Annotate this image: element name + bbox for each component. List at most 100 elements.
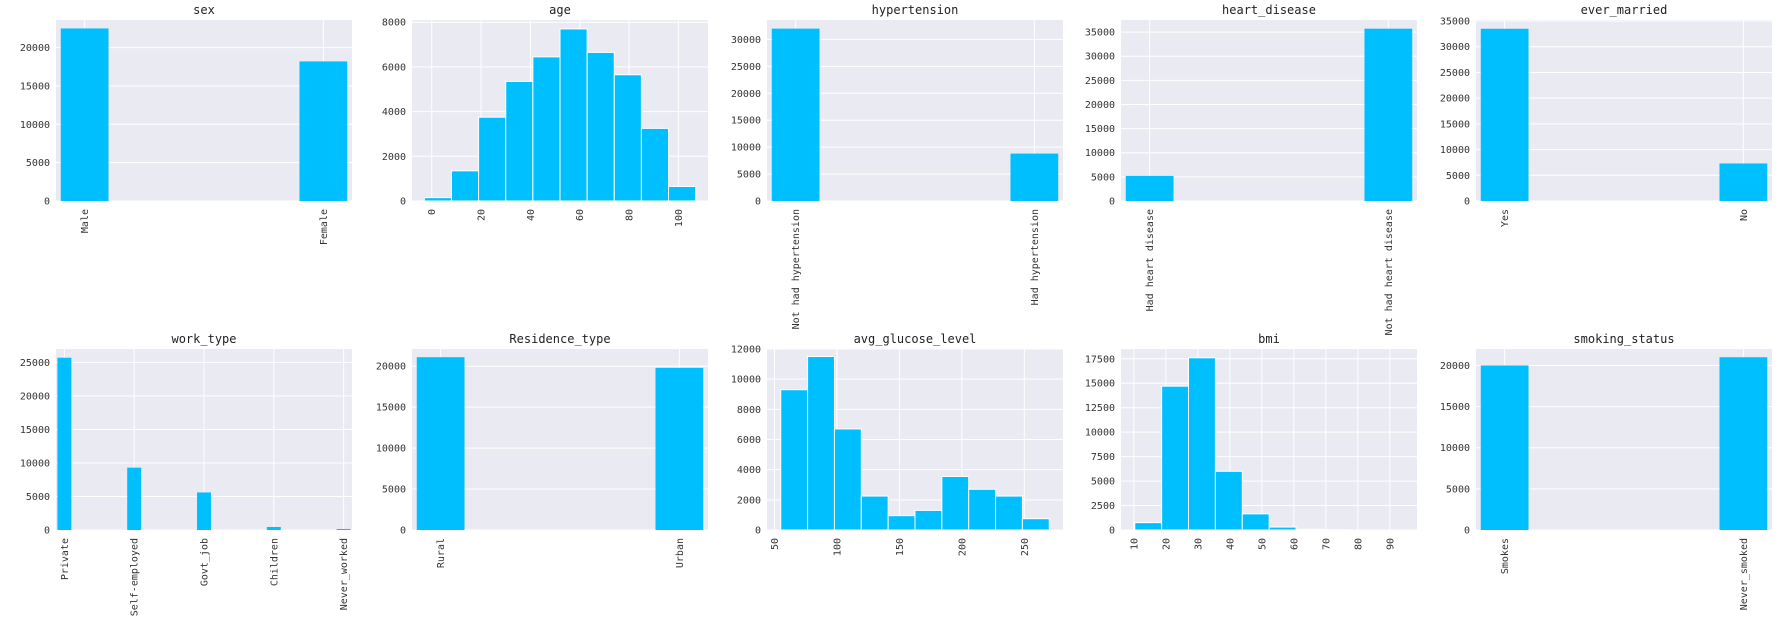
y-tick-label: 5000 [26, 158, 50, 169]
y-tick-label: 15000 [1085, 379, 1115, 390]
y-tick-label: 5000 [1446, 171, 1470, 182]
x-tick-label: 50 [1257, 538, 1268, 550]
y-tick-label: 0 [1109, 197, 1115, 208]
histogram-bar [1162, 386, 1189, 530]
x-tick-label: 20 [477, 209, 488, 221]
panel-ever-married: ever_married0500010000150002000025000300… [1440, 3, 1772, 227]
y-tick-label: 10000 [20, 458, 50, 469]
bar-female [299, 61, 347, 201]
y-tick-label: 10000 [20, 120, 50, 131]
y-tick-label: 15000 [376, 403, 406, 414]
x-tick-label: 60 [1289, 538, 1300, 550]
bar-not-had-heart-disease [1364, 29, 1412, 201]
x-tick-label: Self-employed [130, 538, 141, 616]
y-tick-label: 35000 [1440, 17, 1470, 28]
y-tick-label: 20000 [731, 89, 761, 100]
y-tick-label: 2000 [737, 495, 761, 506]
chart-title: smoking_status [1573, 332, 1674, 346]
x-tick-label: Male [80, 209, 91, 233]
x-tick-label: 100 [832, 538, 843, 556]
histogram-bar [1022, 519, 1049, 530]
bar-not-had-hypertension [772, 29, 820, 201]
histogram-bar [1135, 523, 1162, 530]
panel-smoking-status: smoking_status05000100001500020000Smokes… [1440, 332, 1772, 610]
histogram-bar [1296, 529, 1323, 530]
x-tick-label: 80 [625, 209, 636, 221]
x-tick-label: Yes [1500, 209, 1511, 227]
histogram-bar [451, 171, 478, 201]
y-tick-label: 20000 [1440, 94, 1470, 105]
x-tick-label: Had hypertension [1030, 209, 1041, 305]
y-tick-label: 6000 [382, 62, 406, 73]
chart-title: Residence_type [509, 332, 610, 346]
y-tick-label: 0 [1109, 526, 1115, 537]
chart-title: avg_glucose_level [854, 332, 977, 346]
histogram-bar [506, 81, 533, 201]
histogram-bar [641, 128, 668, 201]
chart-title: sex [193, 3, 215, 17]
y-tick-label: 30000 [731, 35, 761, 46]
y-tick-label: 5000 [26, 492, 50, 503]
y-tick-label: 15000 [1085, 124, 1115, 135]
x-tick-label: 0 [427, 209, 438, 215]
panel-avg-glucose-level: avg_glucose_level 0 2000 4000 6000 8000 10000 1… [731, 332, 1063, 556]
y-tick-label: 10000 [1085, 428, 1115, 439]
x-tick-label: Smokes [1500, 538, 1511, 574]
y-tick-label: 0 [44, 197, 50, 208]
bar-urban [655, 368, 703, 530]
x-tick-label: Not had hypertension [791, 209, 802, 329]
y-tick-label: 2500 [1091, 501, 1115, 512]
y-tick-label: 10000 [731, 375, 761, 386]
y-tick-label: 15000 [1440, 119, 1470, 130]
bar-smokes [1481, 365, 1529, 530]
y-tick-label: 30000 [1440, 42, 1470, 53]
y-tick-label: 0 [400, 526, 406, 537]
y-tick-label: 10000 [1440, 145, 1470, 156]
chart-title: bmi [1258, 332, 1280, 346]
y-tick-label: 8000 [737, 405, 761, 416]
y-tick-label: 5000 [1446, 484, 1470, 495]
x-tick-label: 10 [1129, 538, 1140, 550]
chart-title: hypertension [872, 3, 959, 17]
y-tick-label: 0 [1464, 197, 1470, 208]
bar-children [267, 527, 281, 530]
x-tick-label: 60 [575, 209, 586, 221]
y-tick-label: 12000 [731, 345, 761, 356]
x-tick-label: 150 [895, 538, 906, 556]
y-tick-label: 7500 [1091, 452, 1115, 463]
chart-title: work_type [171, 332, 236, 346]
x-tick-label: 200 [957, 538, 968, 556]
histogram-bar [781, 390, 808, 530]
y-tick-label: 0 [44, 526, 50, 537]
y-tick-label: 4000 [737, 465, 761, 476]
histogram-bar [996, 496, 1023, 530]
x-tick-label: Never_worked [339, 538, 350, 610]
panel-work-type: work_type0500010000150002000025000Privat… [20, 332, 352, 616]
histogram-bar [888, 516, 915, 530]
bar-self-employed [127, 468, 141, 530]
x-tick-label: Private [60, 538, 71, 580]
x-tick-label: No [1739, 209, 1750, 221]
y-tick-label: 6000 [737, 435, 761, 446]
y-tick-label: 35000 [1085, 28, 1115, 39]
histogram-bar [969, 489, 996, 530]
chart-title: heart_disease [1222, 3, 1316, 17]
y-tick-label: 30000 [1085, 52, 1115, 63]
histogram-bar [669, 186, 696, 201]
y-tick-label: 0 [755, 526, 761, 537]
histogram-bar [834, 429, 861, 530]
histogram-bar [1189, 358, 1216, 530]
bar-govt-job [197, 492, 211, 530]
x-tick-label: 80 [1353, 538, 1364, 550]
y-tick-label: 10000 [1085, 148, 1115, 159]
bar-rural [417, 357, 465, 530]
y-tick-label: 20000 [20, 391, 50, 402]
histogram-bar [614, 75, 641, 201]
histogram-bar [587, 52, 614, 201]
x-tick-label: Govt_job [200, 538, 211, 586]
y-tick-label: 10000 [731, 143, 761, 154]
histogram-bar [1269, 527, 1296, 530]
histogram-bar [533, 57, 560, 201]
